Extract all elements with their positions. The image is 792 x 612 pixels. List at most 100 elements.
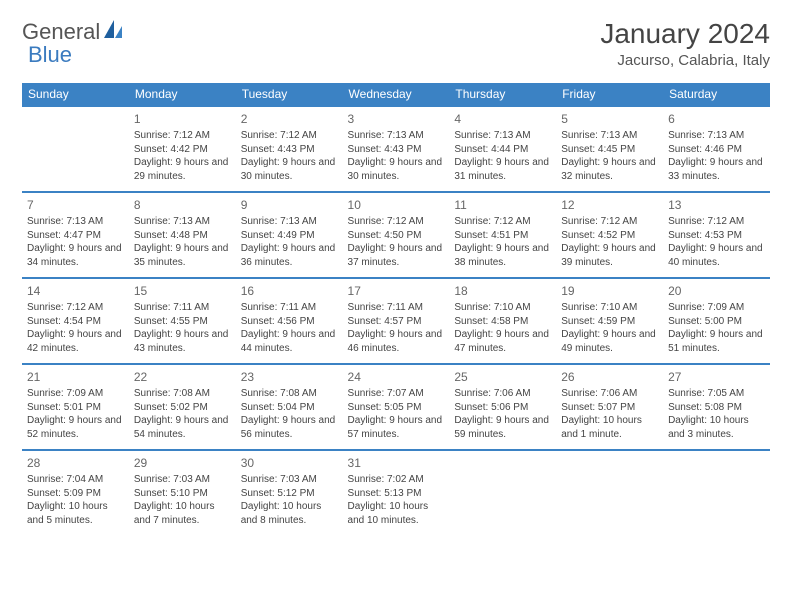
- daylight-text: Daylight: 9 hours and 32 minutes.: [561, 156, 658, 183]
- month-title: January 2024: [600, 18, 770, 50]
- sunset-text: Sunset: 5:05 PM: [348, 401, 445, 415]
- sunset-text: Sunset: 4:44 PM: [454, 143, 551, 157]
- calendar-day-cell: 4 Sunrise: 7:13 AMSunset: 4:44 PMDaylight…: [449, 106, 556, 192]
- dow-thursday: Thursday: [449, 83, 556, 106]
- day-number: 27: [668, 369, 765, 385]
- sunrise-text: Sunrise: 7:13 AM: [454, 129, 551, 143]
- sunset-text: Sunset: 4:46 PM: [668, 143, 765, 157]
- day-number: 5: [561, 111, 658, 127]
- sunrise-text: Sunrise: 7:11 AM: [134, 301, 231, 315]
- sunset-text: Sunset: 5:10 PM: [134, 487, 231, 501]
- sunrise-text: Sunrise: 7:12 AM: [561, 215, 658, 229]
- day-number: 24: [348, 369, 445, 385]
- calendar-day-cell: 2Sunrise: 7:12 AMSunset: 4:43 PMDaylight…: [236, 106, 343, 192]
- sunrise-text: Sunrise: 7:03 AM: [241, 473, 338, 487]
- day-number: 11: [454, 197, 551, 213]
- calendar-day-cell: 24Sunrise: 7:07 AMSunset: 5:05 PMDayligh…: [343, 364, 450, 450]
- day-number: 28: [27, 455, 124, 471]
- calendar-day-cell: [449, 450, 556, 536]
- sunset-text: Sunset: 5:08 PM: [668, 401, 765, 415]
- calendar-day-cell: 23Sunrise: 7:08 AMSunset: 5:04 PMDayligh…: [236, 364, 343, 450]
- sunrise-text: Sunrise: 7:13 AM: [134, 215, 231, 229]
- logo-text-general: General: [22, 19, 100, 45]
- sunrise-text: Sunrise: 7:08 AM: [134, 387, 231, 401]
- day-number: 20: [668, 283, 765, 299]
- sunset-text: Sunset: 5:12 PM: [241, 487, 338, 501]
- calendar-week-row: 28Sunrise: 7:04 AMSunset: 5:09 PMDayligh…: [22, 450, 770, 536]
- dow-monday: Monday: [129, 83, 236, 106]
- sunrise-text: Sunrise: 7:11 AM: [348, 301, 445, 315]
- calendar-day-cell: 17Sunrise: 7:11 AMSunset: 4:57 PMDayligh…: [343, 278, 450, 364]
- calendar-day-cell: 9Sunrise: 7:13 AMSunset: 4:49 PMDaylight…: [236, 192, 343, 278]
- day-number: 12: [561, 197, 658, 213]
- daylight-text: Daylight: 9 hours and 43 minutes.: [134, 328, 231, 355]
- daylight-text: Daylight: 9 hours and 31 minutes.: [454, 156, 551, 183]
- calendar-day-cell: 21Sunrise: 7:09 AMSunset: 5:01 PMDayligh…: [22, 364, 129, 450]
- daylight-text: Daylight: 9 hours and 39 minutes.: [561, 242, 658, 269]
- sunset-text: Sunset: 5:02 PM: [134, 401, 231, 415]
- day-number: 15: [134, 283, 231, 299]
- sunset-text: Sunset: 4:49 PM: [241, 229, 338, 243]
- daylight-text: Daylight: 9 hours and 33 minutes.: [668, 156, 765, 183]
- daylight-text: Daylight: 9 hours and 44 minutes.: [241, 328, 338, 355]
- sunrise-text: Sunrise: 7:07 AM: [348, 387, 445, 401]
- sunset-text: Sunset: 4:43 PM: [348, 143, 445, 157]
- day-number: 1: [134, 111, 231, 127]
- logo-sail-icon: [102, 18, 124, 45]
- daylight-text: Daylight: 10 hours and 3 minutes.: [668, 414, 765, 441]
- daylight-text: Daylight: 9 hours and 30 minutes.: [241, 156, 338, 183]
- sunset-text: Sunset: 4:50 PM: [348, 229, 445, 243]
- calendar-day-cell: 26Sunrise: 7:06 AMSunset: 5:07 PMDayligh…: [556, 364, 663, 450]
- logo: General: [22, 18, 126, 45]
- sunrise-text: Sunrise: 7:04 AM: [27, 473, 124, 487]
- calendar-day-cell: 13Sunrise: 7:12 AMSunset: 4:53 PMDayligh…: [663, 192, 770, 278]
- day-number: 26: [561, 369, 658, 385]
- sunset-text: Sunset: 4:48 PM: [134, 229, 231, 243]
- calendar-day-cell: 16Sunrise: 7:11 AMSunset: 4:56 PMDayligh…: [236, 278, 343, 364]
- sunset-text: Sunset: 4:58 PM: [454, 315, 551, 329]
- calendar-week-row: 7Sunrise: 7:13 AMSunset: 4:47 PMDaylight…: [22, 192, 770, 278]
- sunrise-text: Sunrise: 7:12 AM: [27, 301, 124, 315]
- day-number: 8: [134, 197, 231, 213]
- calendar-day-cell: [556, 450, 663, 536]
- daylight-text: Daylight: 10 hours and 8 minutes.: [241, 500, 338, 527]
- calendar-day-cell: 18Sunrise: 7:10 AMSunset: 4:58 PMDayligh…: [449, 278, 556, 364]
- sunset-text: Sunset: 4:52 PM: [561, 229, 658, 243]
- day-number: 4: [454, 111, 551, 127]
- sunrise-text: Sunrise: 7:13 AM: [668, 129, 765, 143]
- daylight-text: Daylight: 9 hours and 46 minutes.: [348, 328, 445, 355]
- sunrise-text: Sunrise: 7:12 AM: [134, 129, 231, 143]
- header: General January 2024 Jacurso, Calabria, …: [22, 18, 770, 69]
- daylight-text: Daylight: 9 hours and 40 minutes.: [668, 242, 765, 269]
- sunrise-text: Sunrise: 7:11 AM: [241, 301, 338, 315]
- calendar-day-cell: 29Sunrise: 7:03 AMSunset: 5:10 PMDayligh…: [129, 450, 236, 536]
- daylight-text: Daylight: 10 hours and 5 minutes.: [27, 500, 124, 527]
- day-number: 18: [454, 283, 551, 299]
- calendar-header-row: Sunday Monday Tuesday Wednesday Thursday…: [22, 83, 770, 106]
- sunset-text: Sunset: 4:53 PM: [668, 229, 765, 243]
- daylight-text: Daylight: 9 hours and 56 minutes.: [241, 414, 338, 441]
- sunset-text: Sunset: 5:13 PM: [348, 487, 445, 501]
- sunrise-text: Sunrise: 7:12 AM: [348, 215, 445, 229]
- calendar-week-row: 1Sunrise: 7:12 AMSunset: 4:42 PMDaylight…: [22, 106, 770, 192]
- day-number: 25: [454, 369, 551, 385]
- sunrise-text: Sunrise: 7:06 AM: [561, 387, 658, 401]
- sunset-text: Sunset: 4:55 PM: [134, 315, 231, 329]
- calendar-day-cell: [663, 450, 770, 536]
- calendar-day-cell: 31Sunrise: 7:02 AMSunset: 5:13 PMDayligh…: [343, 450, 450, 536]
- sunrise-text: Sunrise: 7:09 AM: [668, 301, 765, 315]
- dow-sunday: Sunday: [22, 83, 129, 106]
- calendar-day-cell: 27Sunrise: 7:05 AMSunset: 5:08 PMDayligh…: [663, 364, 770, 450]
- daylight-text: Daylight: 9 hours and 29 minutes.: [134, 156, 231, 183]
- calendar-day-cell: 11Sunrise: 7:12 AMSunset: 4:51 PMDayligh…: [449, 192, 556, 278]
- calendar-day-cell: 25Sunrise: 7:06 AMSunset: 5:06 PMDayligh…: [449, 364, 556, 450]
- day-number: 9: [241, 197, 338, 213]
- sunset-text: Sunset: 4:51 PM: [454, 229, 551, 243]
- day-number: 17: [348, 283, 445, 299]
- sunrise-text: Sunrise: 7:10 AM: [561, 301, 658, 315]
- day-number: 7: [27, 197, 124, 213]
- daylight-text: Daylight: 10 hours and 10 minutes.: [348, 500, 445, 527]
- calendar-week-row: 21Sunrise: 7:09 AMSunset: 5:01 PMDayligh…: [22, 364, 770, 450]
- calendar-table: Sunday Monday Tuesday Wednesday Thursday…: [22, 83, 770, 536]
- calendar-day-cell: 3Sunrise: 7:13 AMSunset: 4:43 PMDaylight…: [343, 106, 450, 192]
